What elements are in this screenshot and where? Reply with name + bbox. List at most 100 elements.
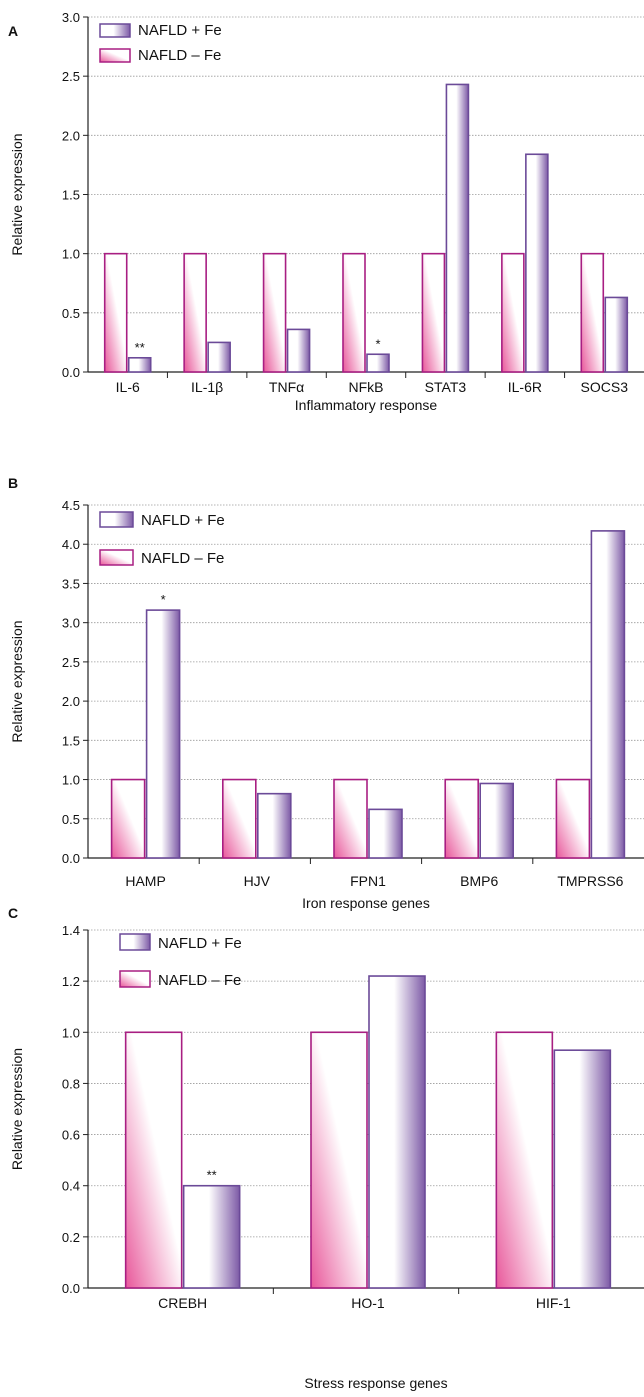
x-axis-title: Inflammatory response <box>295 397 438 413</box>
significance-marker: ** <box>207 1168 217 1183</box>
bar-nafld-plus-fe <box>366 353 390 373</box>
legend: NAFLD + Fe NAFLD – Fe <box>99 511 225 567</box>
legend-swatch-nafld-plus-fe <box>99 511 134 528</box>
y-tick-label: 1.0 <box>62 773 80 788</box>
bar-nafld-plus-fe <box>182 1184 241 1289</box>
bar-nafld-minus-fe <box>333 778 368 859</box>
legend-swatch-nafld-plus-fe <box>99 23 131 38</box>
chart-panel-b: B 0.0 0.5 1.0 1.5 2.0 2.5 3.0 3.5 4.0 4.5 Relative … <box>8 475 644 911</box>
x-tick-label: IL-6 <box>116 379 140 395</box>
x-axis-title: Iron response genes <box>302 895 430 911</box>
legend-label-nafld-plus-fe: NAFLD + Fe <box>141 512 225 529</box>
y-tick-label: 0.0 <box>62 365 80 380</box>
y-tick-label: 1.5 <box>62 188 80 203</box>
y-tick-label: 0.5 <box>62 306 80 321</box>
bar-nafld-minus-fe <box>110 778 146 859</box>
y-tick-label: 1.2 <box>62 974 80 989</box>
bar-nafld-plus-fe <box>286 328 311 373</box>
y-tick-label: 2.0 <box>62 128 80 143</box>
bar-nafld-minus-fe <box>103 252 128 373</box>
x-tick-label: HO-1 <box>351 1295 385 1311</box>
x-tick-label: SOCS3 <box>581 379 629 395</box>
bar-nafld-minus-fe <box>555 778 591 859</box>
bar-nafld-plus-fe <box>145 609 181 859</box>
bar-nafld-plus-fe <box>445 83 470 373</box>
y-tick-label: 0.0 <box>62 1281 80 1296</box>
x-tick-label: BMP6 <box>460 873 498 889</box>
y-axis-title: Relative expression <box>9 133 25 255</box>
legend-label-nafld-minus-fe: NAFLD – Fe <box>141 550 224 567</box>
bar-nafld-minus-fe <box>222 778 257 859</box>
y-tick-label: 2.5 <box>62 655 80 670</box>
bar-nafld-minus-fe <box>421 252 446 373</box>
bar-nafld-plus-fe <box>127 356 152 373</box>
chart-panel-c: C 0.0 0.2 0.4 0.6 0.8 1.0 1.2 1.4 Relative expres… <box>8 905 644 1391</box>
legend: NAFLD + Fe NAFLD – Fe <box>99 22 222 64</box>
bar-nafld-plus-fe <box>207 341 231 373</box>
y-tick-label: 1.5 <box>62 733 80 748</box>
y-axis-title: Relative expression <box>9 620 25 742</box>
bar-nafld-plus-fe <box>368 808 403 859</box>
y-tick-label: 0.0 <box>62 851 80 866</box>
panel-letter: B <box>8 475 18 491</box>
bar-nafld-minus-fe <box>495 1031 554 1289</box>
panel-letter: A <box>8 23 18 39</box>
y-tick-label: 1.0 <box>62 247 80 262</box>
x-tick-label: STAT3 <box>425 379 467 395</box>
significance-marker: * <box>161 592 166 607</box>
bar-nafld-plus-fe <box>256 792 292 859</box>
x-tick-label: NFkB <box>349 379 384 395</box>
y-tick-label: 0.6 <box>62 1128 80 1143</box>
legend-swatch-nafld-plus-fe <box>119 933 151 951</box>
bar-nafld-minus-fe <box>262 252 287 373</box>
bar-nafld-minus-fe <box>580 252 605 373</box>
panel-letter: C <box>8 905 18 921</box>
legend-swatch-nafld-minus-fe <box>119 970 151 988</box>
bar-nafld-minus-fe <box>310 1031 368 1289</box>
significance-marker: ** <box>135 340 145 355</box>
significance-marker: * <box>375 336 380 351</box>
x-tick-label: IL-1β <box>191 379 223 395</box>
x-tick-label: HJV <box>244 873 271 889</box>
bar-nafld-plus-fe <box>604 296 629 373</box>
y-tick-label: 3.0 <box>62 10 80 25</box>
legend-label-nafld-plus-fe: NAFLD + Fe <box>138 22 222 39</box>
x-tick-label: TMPRSS6 <box>557 873 623 889</box>
y-tick-label: 4.5 <box>62 498 80 513</box>
y-tick-label: 0.5 <box>62 812 80 827</box>
bar-nafld-plus-fe <box>525 153 549 373</box>
legend-label-nafld-minus-fe: NAFLD – Fe <box>158 972 241 989</box>
x-tick-label: CREBH <box>158 1295 207 1311</box>
y-axis-title: Relative expression <box>9 1048 25 1170</box>
x-tick-label: HIF-1 <box>536 1295 571 1311</box>
legend-label-nafld-minus-fe: NAFLD – Fe <box>138 47 221 64</box>
bar-nafld-plus-fe <box>368 975 426 1289</box>
y-tick-label: 4.0 <box>62 537 80 552</box>
x-tick-label: FPN1 <box>350 873 386 889</box>
x-tick-label: TNFα <box>269 379 304 395</box>
bar-nafld-minus-fe <box>124 1031 183 1289</box>
bar-nafld-minus-fe <box>444 778 480 859</box>
chart-panel-a: A 0.0 0.5 1.0 1.5 2.0 2.5 3.0 Relative expressio… <box>8 10 644 413</box>
bar-nafld-plus-fe <box>479 782 515 859</box>
y-tick-label: 2.0 <box>62 694 80 709</box>
legend-label-nafld-plus-fe: NAFLD + Fe <box>158 935 242 952</box>
x-tick-label: HAMP <box>125 873 165 889</box>
y-tick-label: 0.4 <box>62 1179 80 1194</box>
x-tick-label: IL-6R <box>508 379 542 395</box>
legend-swatch-nafld-minus-fe <box>99 48 131 63</box>
y-tick-label: 2.5 <box>62 69 80 84</box>
y-tick-label: 3.5 <box>62 576 80 591</box>
y-tick-label: 0.2 <box>62 1230 80 1245</box>
bar-nafld-plus-fe <box>553 1049 612 1289</box>
y-tick-label: 1.4 <box>62 923 80 938</box>
y-tick-label: 3.0 <box>62 616 80 631</box>
bar-nafld-plus-fe <box>590 530 626 859</box>
y-tick-label: 1.0 <box>62 1025 80 1040</box>
x-axis-title: Stress response genes <box>304 1375 447 1391</box>
legend: NAFLD + Fe NAFLD – Fe <box>119 933 242 989</box>
y-tick-label: 0.8 <box>62 1076 80 1091</box>
bar-nafld-minus-fe <box>501 252 525 373</box>
bar-nafld-minus-fe <box>183 252 207 373</box>
